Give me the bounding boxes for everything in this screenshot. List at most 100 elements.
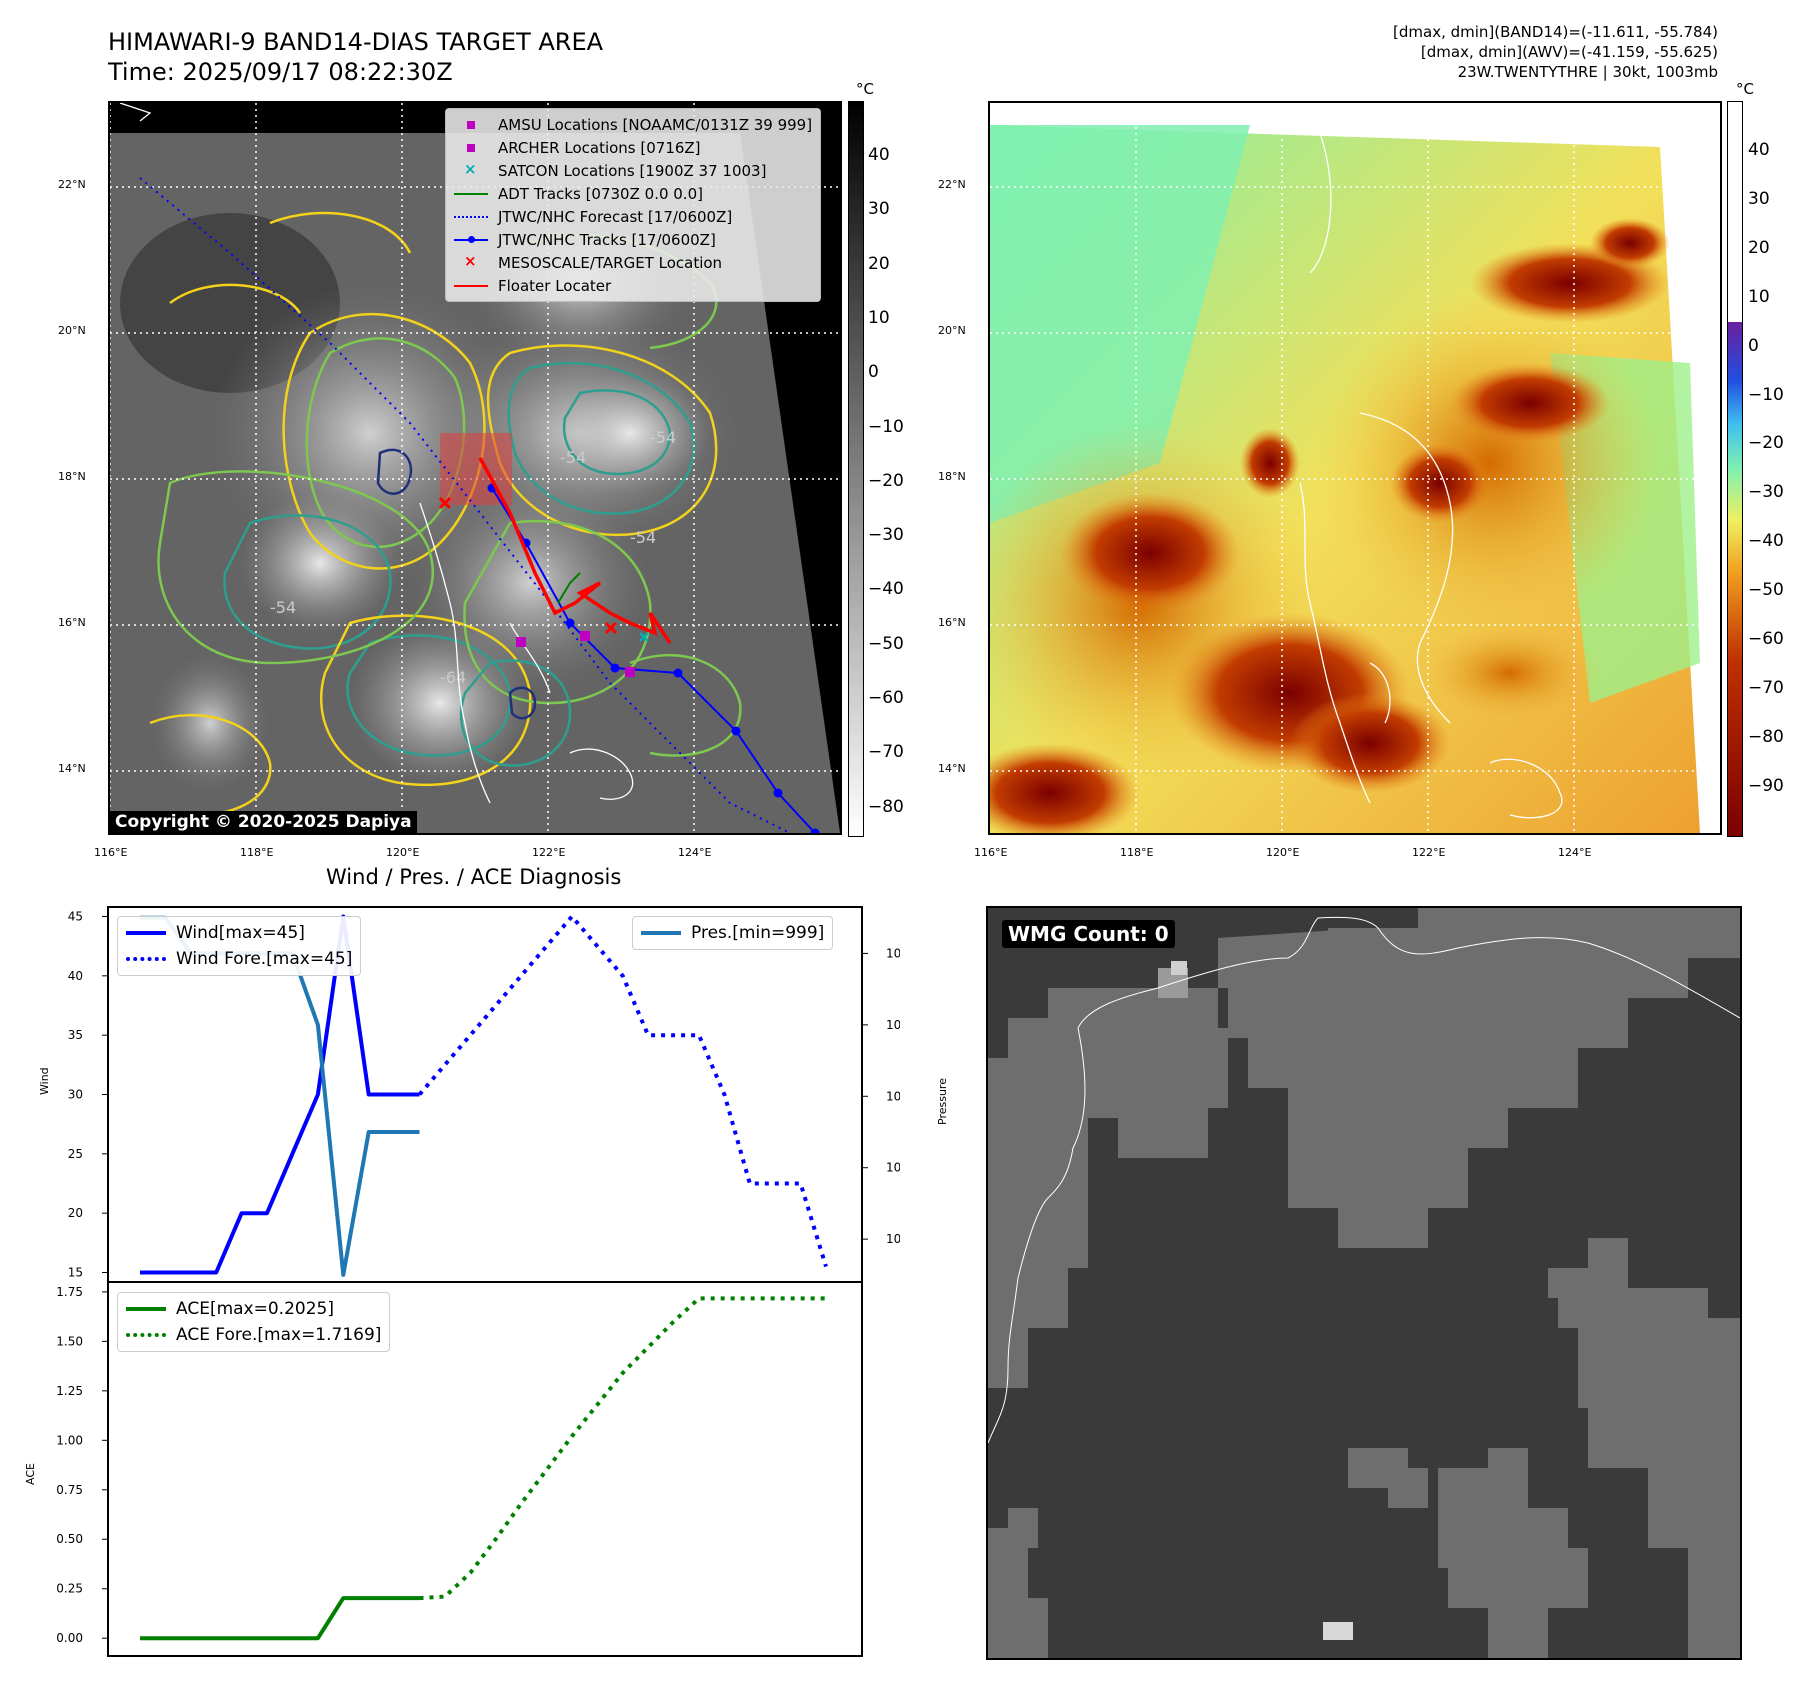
legend-line-dot-icon: [454, 233, 490, 247]
colorbar-tick-label: −70: [1748, 677, 1784, 698]
lon-label: 120°E: [386, 846, 420, 859]
jtwc-forecast-track: [139, 177, 793, 833]
colorbar-tick-label: −30: [868, 525, 904, 546]
lon-label: 120°E: [1266, 846, 1300, 859]
info-line-2: [dmax, dmin](AWV)=(-41.159, -55.625): [1420, 43, 1718, 61]
lat-label: 22°N: [938, 178, 966, 191]
wmg-regions: [988, 908, 1740, 1658]
lon-label: 122°E: [532, 846, 566, 859]
colorbar-tick-label: −40: [868, 579, 904, 600]
lat-label: 20°N: [58, 324, 86, 337]
wind-tick-label: 40: [68, 969, 83, 983]
wmg-panel: WMG Count: 0: [986, 906, 1742, 1660]
legend-item: ARCHER Locations [0716Z]: [454, 136, 812, 159]
colorbar-tick-label: 40: [868, 145, 890, 165]
lon-label: 116°E: [974, 846, 1008, 859]
legend-item: Floater Locater: [454, 274, 812, 297]
colorbar-tick-label: −50: [1748, 580, 1784, 601]
colorbar-tick-label: 20: [868, 253, 890, 274]
legend-label: SATCON Locations [1900Z 37 1003]: [498, 161, 767, 180]
legend-label: MESOSCALE/TARGET Location: [498, 253, 723, 272]
ace-tick-label: 0.25: [56, 1582, 83, 1596]
colorbar-tick-label: −60: [868, 688, 904, 708]
legend-dotted-icon: [454, 210, 490, 224]
colorbar-tick-label: 30: [868, 199, 890, 220]
lon-label: 124°E: [1558, 846, 1592, 859]
lat-label: 18°N: [938, 470, 966, 483]
ace-tick-label: 1.00: [56, 1433, 83, 1447]
info-line-1: [dmax, dmin](BAND14)=(-11.611, -55.784): [1393, 23, 1718, 41]
legend-label: ACE[max=0.2025]: [176, 1299, 334, 1319]
legend-item: JTWC/NHC Tracks [17/0600Z]: [454, 228, 812, 251]
color-colorbar: [1727, 101, 1743, 837]
pressure-tick-label: 1000: [886, 1232, 900, 1246]
legend-line-icon: [454, 279, 490, 293]
legend-square-icon: [454, 118, 490, 132]
ace-tick-label: 0.50: [56, 1532, 83, 1546]
lon-label: 118°E: [1120, 846, 1154, 859]
colorbar-tick-label: 0: [1748, 335, 1759, 356]
legend-item: × MESOSCALE/TARGET Location: [454, 251, 812, 274]
legend-x-icon: ×: [464, 159, 477, 178]
lat-label: 22°N: [58, 178, 86, 191]
legend-label: Pres.[min=999]: [691, 923, 825, 943]
colorbar-unit: °C: [1736, 80, 1754, 98]
legend-dotted-icon: [126, 957, 166, 961]
series-line-wind-fore-: [417, 914, 828, 1268]
colorbar-tick-label: 10: [868, 307, 890, 328]
ace-legend: ACE[max=0.2025] ACE Fore.[max=1.7169]: [117, 1292, 391, 1352]
map-legend: AMSU Locations [NOAAMC/0131Z 39 999] ARC…: [445, 108, 822, 302]
ir-map-svg: -54 -54 -54 -64 -54: [110, 103, 840, 833]
colorbar-unit: °C: [856, 80, 874, 98]
legend-item: Wind Fore.[max=45]: [126, 946, 352, 972]
diagnosis-chart: 45 40 35 30 25 20 15 1008 1006 1004 1002 1000 1.75 1.…: [56, 906, 900, 1657]
series-line-wind: [140, 914, 420, 1275]
ace-tick-label: 0.00: [56, 1631, 83, 1645]
legend-label: Floater Locater: [498, 276, 612, 295]
pressure-tick-label: 1004: [886, 1089, 900, 1103]
ace-tick-label: 1.25: [56, 1384, 83, 1398]
lon-label: 122°E: [1412, 846, 1446, 859]
legend-item: × SATCON Locations [1900Z 37 1003]: [454, 159, 812, 182]
legend-line-icon: [126, 1307, 166, 1311]
wmg-svg: [988, 908, 1740, 1658]
colorbar-tick-label: −40: [1748, 531, 1784, 552]
lat-label: 14°N: [58, 762, 86, 775]
legend-x-icon: ×: [464, 251, 477, 270]
legend-item: ACE Fore.[max=1.7169]: [126, 1322, 381, 1348]
ace-tick-label: 1.75: [56, 1285, 83, 1299]
lon-label: 118°E: [240, 846, 274, 859]
legend-label: Wind[max=45]: [176, 923, 305, 943]
pressure-tick-label: 1006: [886, 1018, 900, 1032]
legend-label: JTWC/NHC Forecast [17/0600Z]: [498, 207, 733, 226]
ir-map-panel: -54 -54 -54 -64 -54: [108, 101, 842, 835]
colorbar-tick-label: −80: [1748, 726, 1784, 747]
pressure-ylabel: Pressure: [936, 1078, 949, 1125]
pressure-tick-label: 1002: [886, 1161, 900, 1175]
legend-label: ARCHER Locations [0716Z]: [498, 138, 701, 157]
legend-item: AMSU Locations [NOAAMC/0131Z 39 999]: [454, 113, 812, 136]
colorbar-tick-label: −30: [1748, 482, 1784, 503]
lon-label: 124°E: [678, 846, 712, 859]
lat-label: 18°N: [58, 470, 86, 483]
series-line-ace: [140, 1596, 420, 1641]
legend-label: Wind Fore.[max=45]: [176, 949, 353, 969]
series-line-ace-fore-: [419, 1296, 826, 1601]
legend-label: ADT Tracks [0730Z 0.0 0.0]: [498, 184, 703, 203]
figure-title-line1: HIMAWARI-9 BAND14-DIAS TARGET AREA: [108, 28, 604, 56]
ace-tick-label: 1.50: [56, 1334, 83, 1348]
colorbar-tick-label: −10: [868, 416, 904, 437]
gray-colorbar: [848, 101, 864, 837]
legend-label: JTWC/NHC Tracks [17/0600Z]: [498, 230, 716, 249]
coastlines: [119, 103, 634, 804]
enhanced-coastlines: [1299, 132, 1563, 819]
colorbar-tick-label: −20: [1748, 433, 1784, 454]
colorbar-tick-label: −50: [868, 633, 904, 654]
wind-tick-label: 45: [68, 909, 83, 923]
colorbar-tick-label: −80: [868, 796, 904, 817]
colorbar-tick-label: 30: [1748, 188, 1770, 209]
pressure-tick-label: 1008: [886, 946, 900, 960]
lat-label: 20°N: [938, 324, 966, 337]
legend-dotted-icon: [126, 1333, 166, 1337]
info-line-3: 23W.TWENTYTHRE | 30kt, 1003mb: [1457, 63, 1718, 81]
